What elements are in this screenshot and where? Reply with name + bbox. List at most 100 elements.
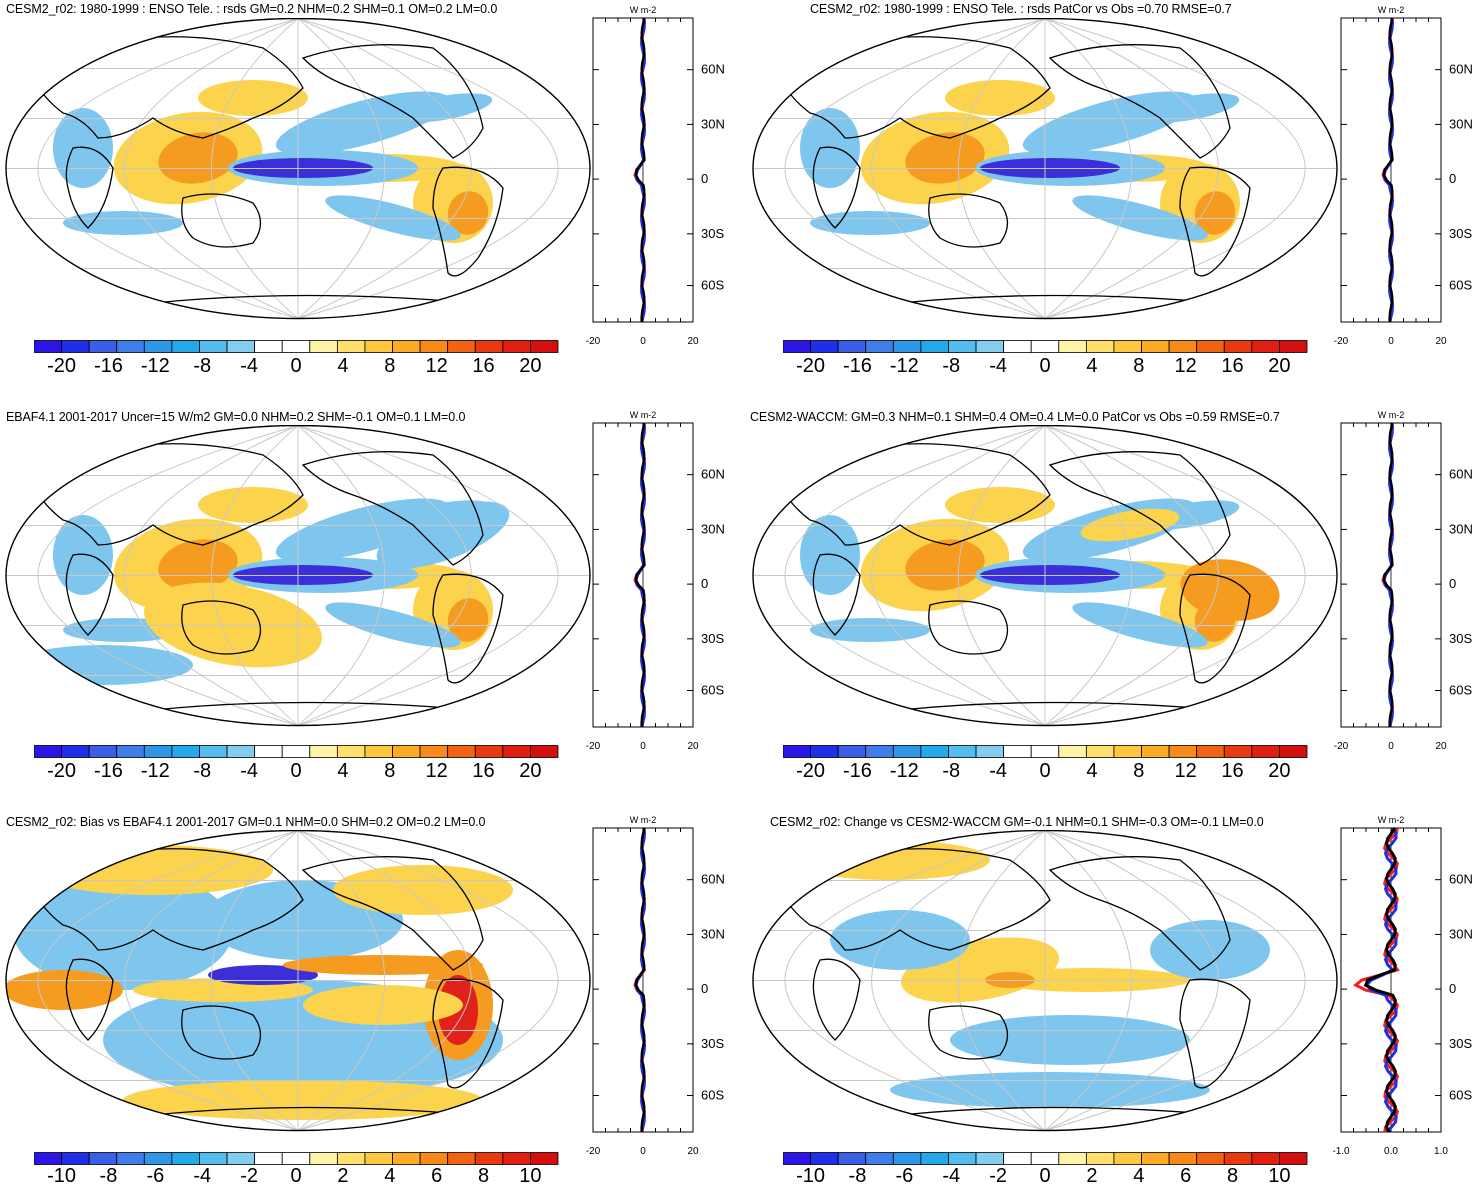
coastline xyxy=(65,958,114,1041)
colorbar-label: 4 xyxy=(1086,355,1098,377)
colorbar-segment xyxy=(502,745,531,758)
colorbar-segment xyxy=(88,340,118,353)
zonal-lat-label: 60N xyxy=(701,467,725,482)
graticule-meridian xyxy=(958,18,1046,319)
colorbar-segment xyxy=(447,1152,476,1165)
zonal-x-label: -20 xyxy=(1334,336,1349,347)
colorbar-segment xyxy=(865,340,894,353)
colorbar-label: -16 xyxy=(94,355,123,377)
colorbar-segment xyxy=(1251,340,1280,353)
zonal-lat-label: 30S xyxy=(1449,1036,1472,1051)
map-panel-4 xyxy=(752,425,1338,727)
zonal-lat-label: 60S xyxy=(701,1088,724,1103)
colorbar-label: -2 xyxy=(240,1165,258,1187)
colorbar-segment xyxy=(419,745,449,758)
colorbar-segment xyxy=(116,1152,145,1165)
graticule-meridian xyxy=(958,830,1046,1131)
colorbar-segment xyxy=(502,1152,531,1165)
graticule xyxy=(753,18,1337,319)
zonal-lat-label: 0 xyxy=(701,576,708,591)
coastline xyxy=(181,193,262,248)
colorbar-label: 20 xyxy=(519,760,542,782)
colorbar-label: 10 xyxy=(519,1165,542,1187)
colorbar-segment xyxy=(1003,745,1032,758)
colorbar-segment xyxy=(1279,1152,1308,1165)
colorbar-label: 4 xyxy=(384,1165,396,1187)
colorbar-label: -8 xyxy=(848,1165,867,1187)
panel-title-3: EBAF4.1 2001-2017 Uncer=15 W/m2 GM=0.0 N… xyxy=(6,410,466,424)
graticule-meridian xyxy=(37,18,299,319)
colorbar-segment xyxy=(392,340,421,353)
colorbar-segment xyxy=(920,745,949,758)
colorbar-segment xyxy=(171,340,200,353)
coastline xyxy=(928,193,1009,248)
colorbar-segment xyxy=(226,340,256,353)
coastline xyxy=(181,600,262,655)
coastlines xyxy=(32,34,504,304)
coastline xyxy=(1048,856,1231,971)
anomaly-blob xyxy=(303,985,463,1025)
colorbar-label: 12 xyxy=(425,355,448,377)
zonal-line-black xyxy=(1382,422,1394,728)
colorbar-label: -8 xyxy=(193,760,212,782)
coastline xyxy=(432,573,504,684)
coastline xyxy=(1179,978,1251,1089)
anomaly-blob xyxy=(905,539,985,591)
colorbar-segment xyxy=(1141,745,1170,758)
colorbar-label: -10 xyxy=(796,1165,826,1187)
colorbar-labels-4: -20 -16 -12 -8 -4 0 4 8 12 16 20 xyxy=(783,760,1308,784)
panel-title-6: CESM2_r02: Change vs CESM2-WACCM GM=-0.1… xyxy=(770,815,1264,829)
colorbar-segment xyxy=(975,340,1005,353)
colorbar-label: -20 xyxy=(796,355,826,377)
colorbar-labels-2: -20 -16 -12 -8 -4 0 4 8 12 16 20 xyxy=(783,355,1308,379)
colorbar-segment xyxy=(1251,745,1280,758)
colorbar-label: 8 xyxy=(384,760,396,782)
coastlines xyxy=(779,441,1251,711)
colorbar-label: -4 xyxy=(989,355,1007,377)
colorbar-label: 12 xyxy=(425,760,448,782)
graticule-meridian xyxy=(37,830,299,1131)
colorbar-labels-5: -10 -8 -6 -4 -2 0 2 4 6 8 10 xyxy=(34,1165,559,1189)
colorbar-label: -10 xyxy=(47,1165,77,1187)
colorbar-segment xyxy=(226,1152,256,1165)
graticule-meridian xyxy=(297,830,559,1131)
colorbar-segment xyxy=(116,340,145,353)
colorbar-label: -4 xyxy=(989,760,1007,782)
colorbar-segment xyxy=(810,340,839,353)
colorbar-4 xyxy=(783,745,1308,758)
zonal-lat-label: 30S xyxy=(1449,226,1472,241)
coastline xyxy=(152,294,474,304)
coastline xyxy=(152,701,474,711)
colorbar-segment xyxy=(837,340,867,353)
colorbar-segment xyxy=(783,340,811,353)
colorbar-label: 16 xyxy=(1221,760,1244,782)
colorbar-segment xyxy=(975,1152,1005,1165)
colorbar-segment xyxy=(309,1152,338,1165)
colorbar-segment xyxy=(1003,1152,1032,1165)
colorbar-label: -16 xyxy=(94,760,123,782)
zonal-x-label: 20 xyxy=(1435,336,1447,347)
anomaly-blob xyxy=(447,191,489,235)
anomaly-blob xyxy=(333,865,513,915)
colorbar-segment xyxy=(1251,1152,1280,1165)
colorbar-segment xyxy=(281,745,311,758)
colorbar-label: 4 xyxy=(337,355,349,377)
colorbar-label: -16 xyxy=(843,355,872,377)
colorbar-segment xyxy=(34,1152,62,1165)
anomaly-blob xyxy=(790,840,990,880)
colorbar-labels-6: -10 -8 -6 -4 -2 0 2 4 6 8 10 xyxy=(783,1165,1308,1189)
graticule xyxy=(6,425,590,726)
zonal-lat-label: 60N xyxy=(701,62,725,77)
coastline xyxy=(928,600,1009,655)
coastline xyxy=(899,701,1221,711)
anomaly-blob xyxy=(376,501,510,569)
colorbar-segment xyxy=(171,745,200,758)
graticule xyxy=(753,425,1337,726)
colorbar-label: 0 xyxy=(290,760,302,782)
zonal-x-label: -20 xyxy=(586,1146,601,1157)
graticule-meridian xyxy=(297,830,385,1131)
colorbar-label: -4 xyxy=(942,1165,961,1187)
colorbar-segment xyxy=(948,1152,977,1165)
colorbar-label: 8 xyxy=(384,355,396,377)
coastline xyxy=(432,978,504,1089)
